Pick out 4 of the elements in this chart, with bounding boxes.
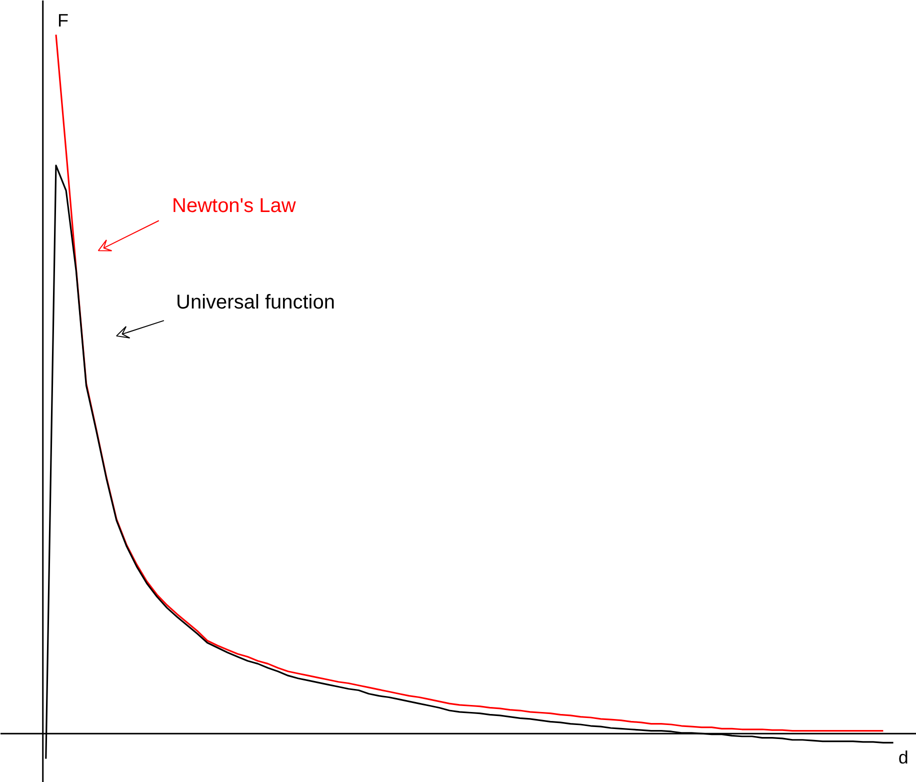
text: Newton's Law — [172, 194, 296, 217]
x-axis-title: d — [898, 748, 908, 768]
text: Universal function — [176, 291, 335, 314]
y-axis-title: F — [58, 10, 69, 30]
